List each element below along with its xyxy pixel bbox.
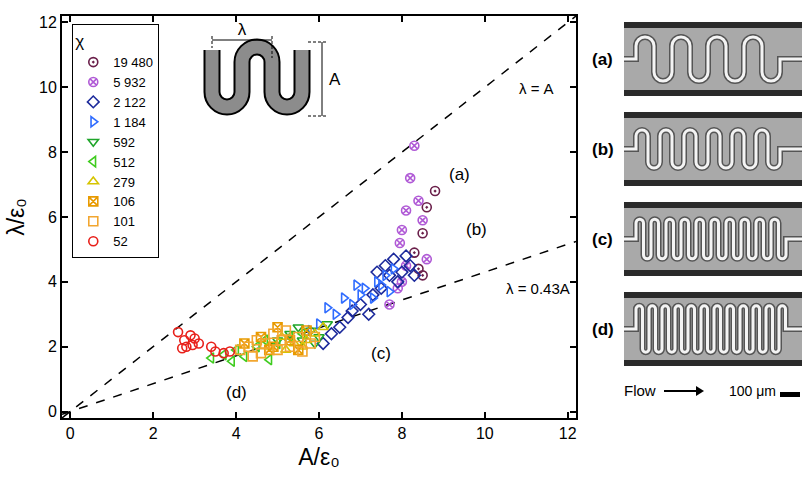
svg-text:(a): (a) xyxy=(449,165,470,184)
svg-text:52: 52 xyxy=(113,234,127,249)
svg-text:(c): (c) xyxy=(371,344,391,363)
svg-text:512: 512 xyxy=(113,155,135,170)
svg-text:4: 4 xyxy=(232,425,241,442)
svg-text:λ = A: λ = A xyxy=(519,80,554,97)
svg-text:2: 2 xyxy=(48,338,57,355)
svg-text:1 184: 1 184 xyxy=(113,115,146,130)
svg-text:A: A xyxy=(329,70,341,89)
svg-text:2 122: 2 122 xyxy=(113,95,146,110)
svg-text:λ = 0.43A: λ = 0.43A xyxy=(506,280,570,297)
svg-text:10: 10 xyxy=(39,79,57,96)
svg-text:(d): (d) xyxy=(592,320,614,339)
svg-text:(c): (c) xyxy=(592,230,613,249)
svg-text:6: 6 xyxy=(48,209,57,226)
svg-text:8: 8 xyxy=(397,425,406,442)
svg-text:106: 106 xyxy=(113,194,135,209)
svg-text:A/ε₀: A/ε₀ xyxy=(298,444,340,470)
svg-text:(b): (b) xyxy=(592,140,614,159)
svg-text:λ: λ xyxy=(238,20,247,39)
svg-text:(a): (a) xyxy=(592,50,613,69)
svg-text:8: 8 xyxy=(48,144,57,161)
svg-text:592: 592 xyxy=(113,135,135,150)
svg-text:2: 2 xyxy=(149,425,158,442)
svg-text:χ: χ xyxy=(75,32,84,51)
svg-text:19 480: 19 480 xyxy=(113,55,153,70)
svg-text:0: 0 xyxy=(66,425,75,442)
svg-text:101: 101 xyxy=(113,214,135,229)
svg-text:12: 12 xyxy=(39,14,57,31)
svg-text:279: 279 xyxy=(113,175,135,190)
svg-text:12: 12 xyxy=(559,425,577,442)
svg-text:6: 6 xyxy=(315,425,324,442)
svg-text:100 μm: 100 μm xyxy=(729,383,776,399)
svg-text:(d): (d) xyxy=(226,383,247,402)
svg-text:λ/ε₀: λ/ε₀ xyxy=(3,198,29,236)
svg-text:Flow: Flow xyxy=(624,382,656,399)
svg-text:4: 4 xyxy=(48,273,57,290)
svg-text:(b): (b) xyxy=(466,220,487,239)
svg-text:0: 0 xyxy=(48,403,57,420)
svg-text:10: 10 xyxy=(476,425,494,442)
svg-text:5 932: 5 932 xyxy=(113,75,146,90)
